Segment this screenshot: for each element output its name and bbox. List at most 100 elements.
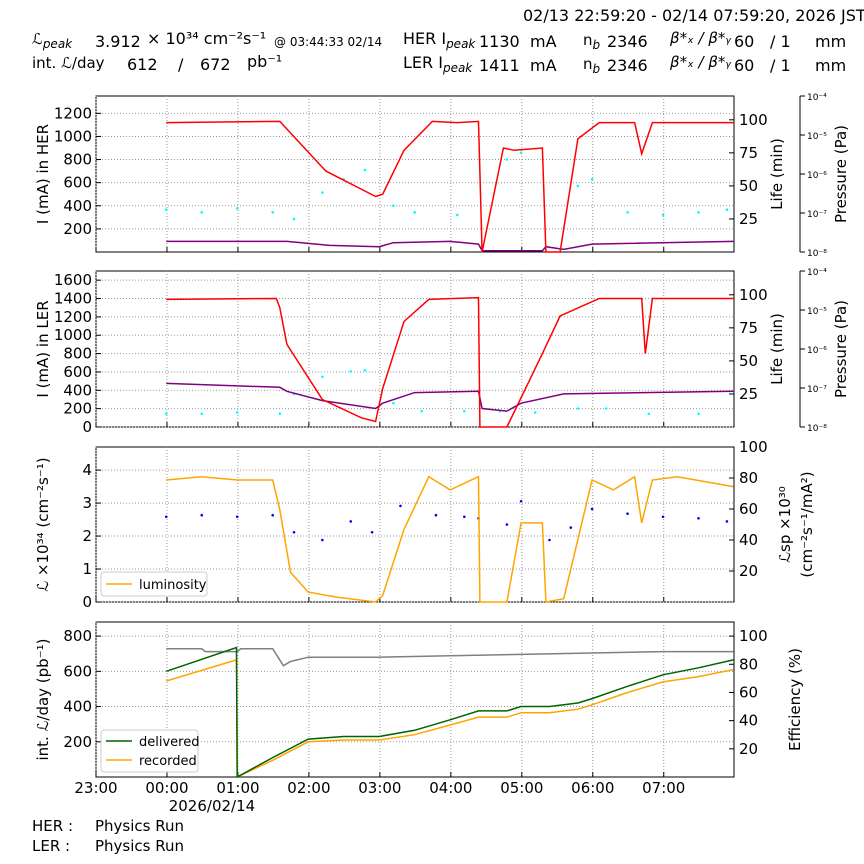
lifetime-point xyxy=(321,191,324,194)
lpeak-value: 3.912 xyxy=(95,32,141,51)
pressure-axis-label: Pressure (Pa) xyxy=(832,125,850,223)
lifetime-point xyxy=(200,412,204,416)
lifetime-point xyxy=(647,412,651,416)
y-tick-label: 1400 xyxy=(54,290,92,308)
her-beta-y: / 1 xyxy=(770,32,791,51)
footer-her-status: Physics Run xyxy=(95,817,185,835)
lifetime-point xyxy=(271,211,275,214)
ler-beta-unit: mm xyxy=(815,56,847,75)
y-right-tick-label: 50 xyxy=(739,352,758,370)
pressure-tick-label: 10⁻⁴ xyxy=(807,268,827,278)
specific-lumi-point xyxy=(548,538,551,542)
x-tick-label: 01:00 xyxy=(216,779,259,797)
pressure-tick-label: 10⁻⁸ xyxy=(807,249,827,259)
ler-nb-value: 2346 xyxy=(607,56,648,75)
y-tick-label: 200 xyxy=(63,220,92,238)
x-tick-label: 02:00 xyxy=(287,779,330,797)
lifetime-point xyxy=(349,370,353,373)
ler-ipeak-value: 1411 xyxy=(479,56,520,75)
lifetime-point xyxy=(455,213,459,217)
luminosity-line xyxy=(166,475,734,603)
intl-delivered: 612 xyxy=(127,55,158,74)
intl-unit: pb⁻¹ xyxy=(247,52,283,71)
y-right-tick-label: 100 xyxy=(739,438,768,456)
lifetime-point xyxy=(235,411,239,414)
specific-lumi-point xyxy=(271,513,275,517)
x-tick-label: 04:00 xyxy=(429,779,472,797)
y-tick-label: 1 xyxy=(82,560,92,578)
legend-delivered-label: delivered xyxy=(139,735,199,750)
lpeak-label: ℒpeak xyxy=(32,30,73,51)
specific-lumi-point xyxy=(321,538,324,542)
x-tick-label: 06:00 xyxy=(571,779,614,797)
footer-her-label: HER : xyxy=(32,817,74,835)
her-ipeak-label: HER Ipeak xyxy=(403,29,476,52)
y-tick-label: 1200 xyxy=(54,104,92,122)
ler-nb-label: nb xyxy=(583,55,601,76)
y-right-tick-label: 80 xyxy=(739,655,758,673)
y-tick-label: 1000 xyxy=(54,326,92,344)
pressure-tick-label: 10⁻⁵ xyxy=(807,132,827,142)
x-tick-label: 23:00 xyxy=(74,779,117,797)
lifetime-point xyxy=(420,409,424,413)
pressure-tick-label: 10⁻⁷ xyxy=(807,210,827,220)
delivered-line xyxy=(166,646,734,779)
pressure-line xyxy=(166,382,734,412)
y-right-tick-label: 100 xyxy=(739,286,768,304)
specific-lumi-point xyxy=(463,515,466,519)
lsp-axis-label: ℒsp ×10³⁰ xyxy=(776,486,794,563)
y-right-tick-label: 75 xyxy=(739,144,758,162)
y-tick-label: 0 xyxy=(82,418,92,436)
y-right-tick-label: 100 xyxy=(739,111,768,129)
life-axis-label: Life (min) xyxy=(768,313,786,385)
y-tick-label: 3 xyxy=(82,494,92,512)
ler-ipeak-label: LER Ipeak xyxy=(403,53,473,76)
lifetime-point xyxy=(413,211,416,214)
lifetime-point xyxy=(725,208,729,211)
y-right-tick-label: 20 xyxy=(739,740,758,758)
y-tick-label: 400 xyxy=(63,381,92,399)
pressure-tick-label: 10⁻⁸ xyxy=(807,424,827,434)
specific-lumi-point xyxy=(519,499,523,503)
y-tick-label: 1600 xyxy=(54,271,92,289)
current-line xyxy=(166,120,734,253)
lifetime-point xyxy=(292,217,296,221)
y-right-tick-label: 80 xyxy=(739,469,758,487)
her-beta-unit: mm xyxy=(815,32,847,51)
lifetime-point xyxy=(697,211,700,214)
efficiency-line xyxy=(166,648,734,667)
lifetime-point xyxy=(164,208,168,211)
legend-luminosity-label: luminosity xyxy=(139,578,207,593)
y-tick-label: 600 xyxy=(63,174,92,192)
y-tick-label: 600 xyxy=(63,363,92,381)
footer-ler-status: Physics Run xyxy=(95,837,185,855)
specific-lumi-point xyxy=(725,520,729,523)
specific-lumi-point xyxy=(349,520,353,523)
lifetime-point xyxy=(697,412,700,416)
y-tick-label: 4 xyxy=(82,461,92,479)
panel-frame xyxy=(95,270,735,428)
lifetime-point xyxy=(392,204,395,208)
specific-lumi-point xyxy=(292,530,296,534)
y-tick-label: 600 xyxy=(63,662,92,680)
y-tick-label: 800 xyxy=(63,627,92,645)
legend-recorded-label: recorded xyxy=(139,754,197,769)
pressure-tick-label: 10⁻⁶ xyxy=(807,171,827,181)
x-tick-label: 07:00 xyxy=(642,779,685,797)
recorded-line xyxy=(166,658,734,779)
y-tick-label: 200 xyxy=(63,400,92,418)
ler-ipeak-unit: mA xyxy=(530,56,557,75)
y-right-tick-label: 40 xyxy=(739,712,758,730)
intl-recorded: 672 xyxy=(200,55,231,74)
footer-ler-label: LER : xyxy=(32,837,71,855)
specific-lumi-point xyxy=(626,512,629,515)
lsp-unit-label: (cm⁻²s⁻¹/mA²) xyxy=(798,471,816,577)
lifetime-point xyxy=(576,184,580,188)
her-nb-label: nb xyxy=(583,31,601,52)
specific-lumi-point xyxy=(200,513,204,517)
legend-box xyxy=(100,571,208,597)
y-tick-label: 800 xyxy=(63,151,92,169)
pressure-tick-label: 10⁻⁵ xyxy=(807,307,827,317)
y-right-tick-label: 60 xyxy=(739,683,758,701)
y-axis-label: I (mA) in LER xyxy=(34,300,52,397)
